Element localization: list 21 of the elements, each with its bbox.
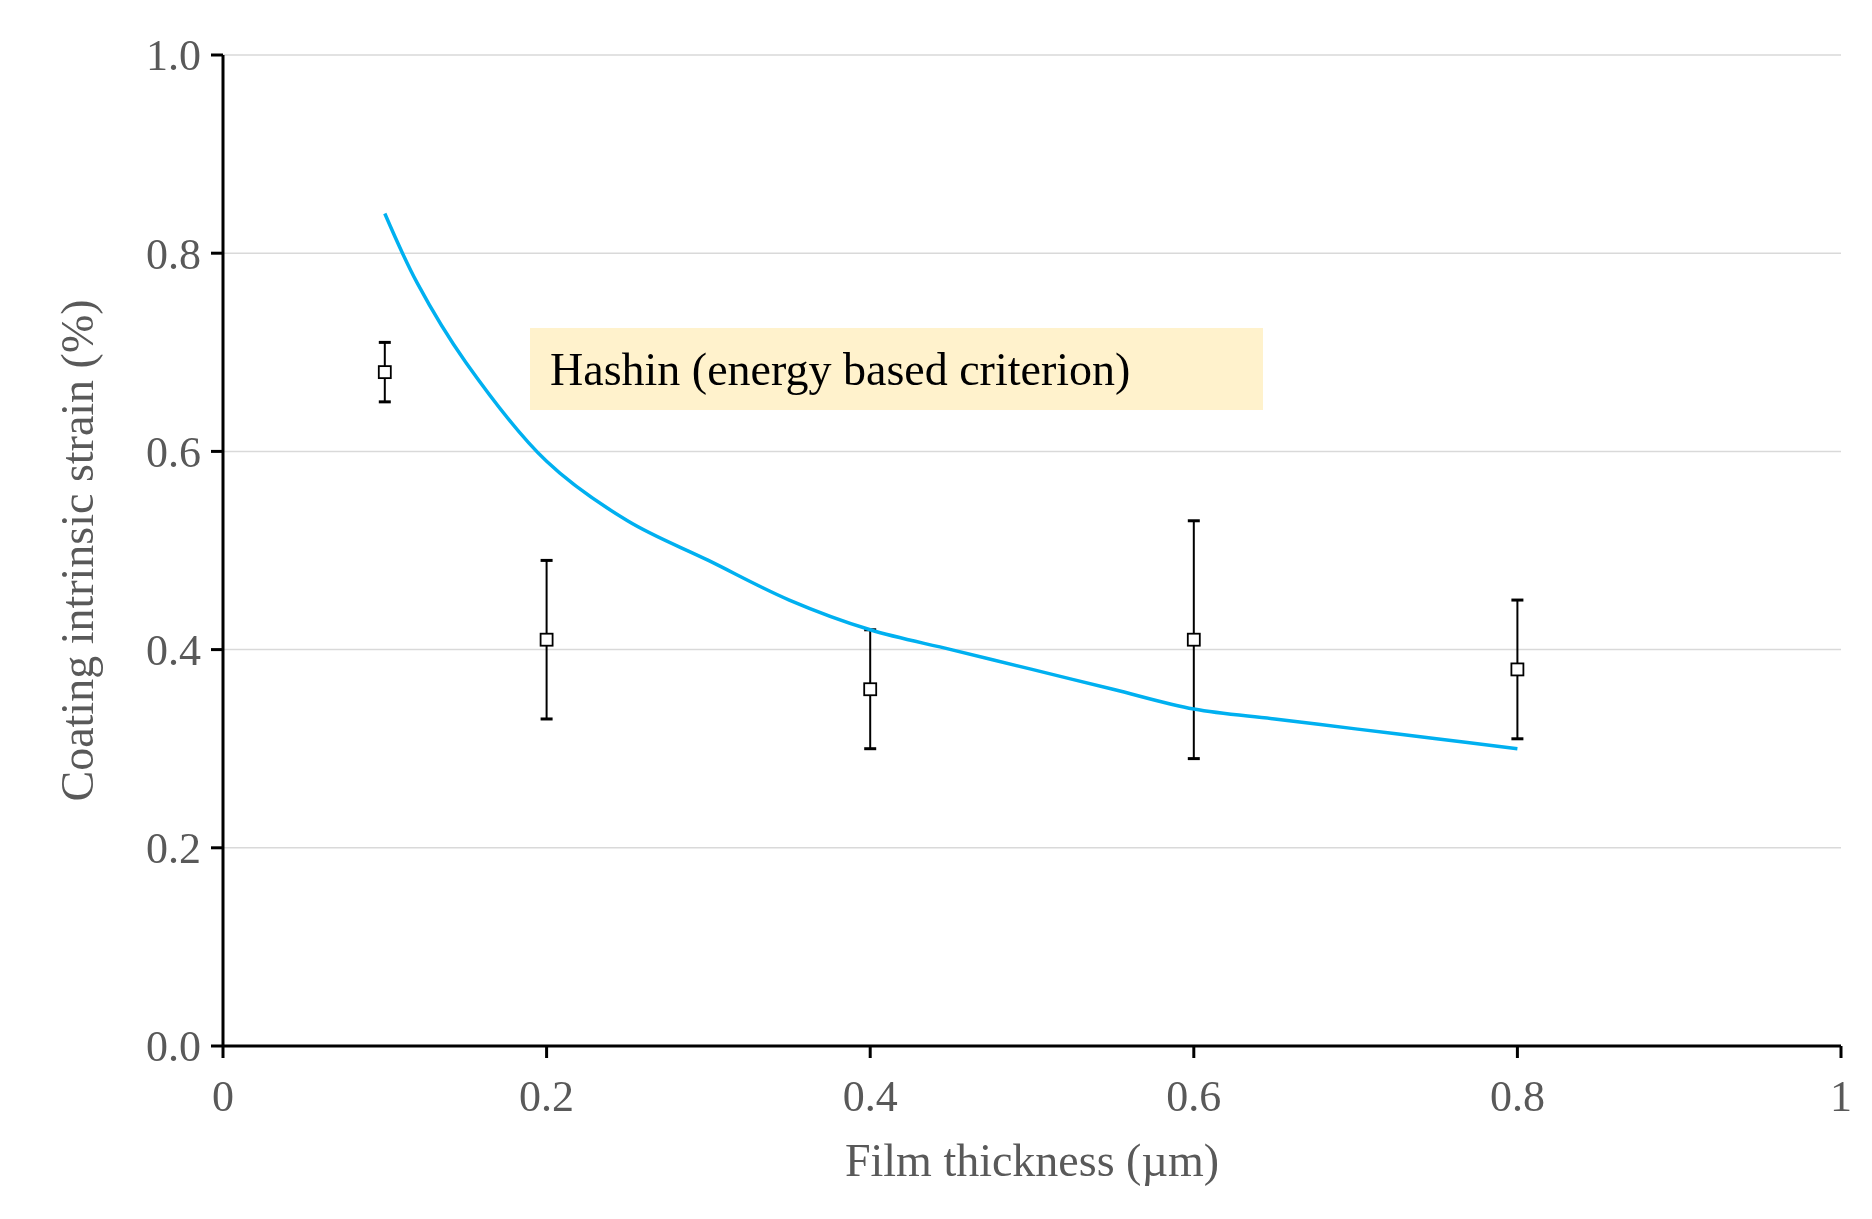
line-series xyxy=(383,211,1520,751)
point xyxy=(863,682,878,697)
annotation: Hashin (energy based criterion) xyxy=(550,344,1131,396)
x-axis-title: Film thickness (µm) xyxy=(844,1135,1220,1186)
x-tick-label: 0 xyxy=(212,1072,234,1121)
y-tick-label: 0.6 xyxy=(146,427,201,477)
point xyxy=(377,365,392,380)
y-axis-title: Coating intrinsic strain (%) xyxy=(52,299,103,802)
y-tick-label: 0.2 xyxy=(146,824,201,874)
x-tick-label: 0.6 xyxy=(1166,1072,1222,1121)
x-tick-label: 0.4 xyxy=(842,1072,898,1121)
point xyxy=(539,632,554,647)
y-tick-label: 0.0 xyxy=(146,1022,201,1072)
x-tick-label: 0.2 xyxy=(519,1072,575,1121)
x-tick-label: 1 xyxy=(1830,1072,1852,1121)
point xyxy=(1186,632,1201,647)
point xyxy=(1510,662,1525,677)
x-tick-label: 0.8 xyxy=(1489,1072,1545,1121)
y-tick-label: 0.8 xyxy=(146,229,201,279)
y-tick-label: 1.0 xyxy=(146,31,201,81)
y-tick-label: 0.4 xyxy=(146,626,201,675)
